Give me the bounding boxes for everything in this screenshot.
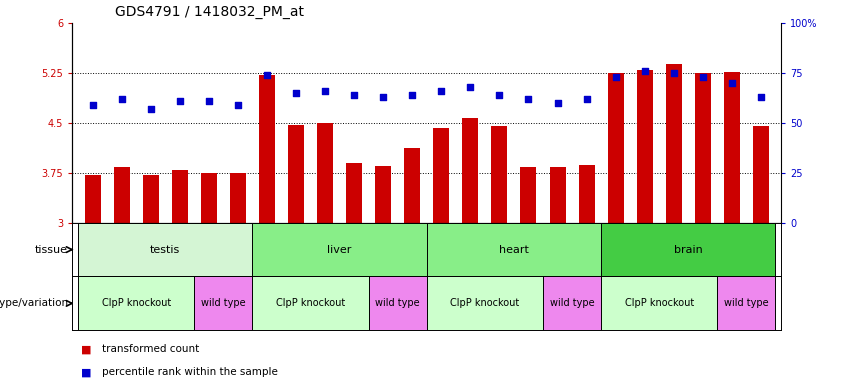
Point [376, 94, 390, 100]
Text: ClpP knockout: ClpP knockout [101, 298, 171, 308]
Point [696, 74, 710, 80]
Text: genotype/variation: genotype/variation [0, 298, 68, 308]
Bar [637, 70, 653, 223]
Bar [114, 167, 129, 223]
Text: wild type: wild type [375, 298, 420, 308]
Bar [462, 118, 478, 223]
Point [405, 92, 419, 98]
Point [580, 96, 593, 102]
Point [435, 88, 448, 94]
Text: testis: testis [150, 245, 180, 255]
Bar [288, 125, 304, 223]
Point [725, 80, 739, 86]
Bar [253, 276, 368, 330]
Point [638, 68, 652, 74]
Text: ClpP knockout: ClpP knockout [450, 298, 519, 308]
Bar [230, 173, 246, 223]
Bar [78, 223, 253, 276]
Bar [427, 223, 601, 276]
Point [608, 74, 622, 80]
Point [667, 70, 681, 76]
Bar [753, 126, 768, 223]
Bar [201, 174, 217, 223]
Bar [404, 148, 420, 223]
Bar [85, 175, 100, 223]
Bar [172, 170, 188, 223]
Bar [433, 128, 449, 223]
Point [493, 92, 506, 98]
Text: tissue: tissue [35, 245, 68, 255]
Text: GDS4791 / 1418032_PM_at: GDS4791 / 1418032_PM_at [115, 5, 304, 19]
Bar [579, 165, 595, 223]
Text: percentile rank within the sample: percentile rank within the sample [102, 367, 278, 377]
Point [347, 92, 361, 98]
Bar [608, 73, 624, 223]
Point [260, 72, 274, 78]
Point [115, 96, 129, 102]
Text: transformed count: transformed count [102, 344, 199, 354]
Text: wild type: wild type [550, 298, 594, 308]
Bar [259, 75, 275, 223]
Text: ClpP knockout: ClpP knockout [276, 298, 346, 308]
Text: wild type: wild type [724, 298, 768, 308]
Bar [143, 175, 159, 223]
Text: heart: heart [499, 245, 528, 255]
Text: liver: liver [328, 245, 351, 255]
Bar [550, 167, 566, 223]
Text: ■: ■ [81, 367, 91, 377]
Bar [78, 276, 194, 330]
Text: ■: ■ [81, 344, 91, 354]
Text: ClpP knockout: ClpP knockout [625, 298, 694, 308]
Bar [601, 223, 775, 276]
Point [289, 90, 303, 96]
Bar [521, 167, 536, 223]
Bar [491, 126, 507, 223]
Point [551, 100, 564, 106]
Bar [665, 64, 682, 223]
Point [522, 96, 535, 102]
Bar [253, 223, 427, 276]
Bar [724, 72, 740, 223]
Text: wild type: wild type [201, 298, 246, 308]
Point [86, 102, 100, 108]
Bar [368, 276, 426, 330]
Point [173, 98, 186, 104]
Bar [694, 73, 711, 223]
Bar [717, 276, 775, 330]
Bar [427, 276, 543, 330]
Text: brain: brain [674, 245, 703, 255]
Bar [601, 276, 717, 330]
Point [144, 106, 157, 112]
Bar [543, 276, 601, 330]
Bar [375, 166, 391, 223]
Bar [317, 123, 333, 223]
Bar [346, 163, 363, 223]
Point [754, 94, 768, 100]
Point [318, 88, 332, 94]
Point [231, 102, 245, 108]
Bar [194, 276, 253, 330]
Point [464, 84, 477, 90]
Point [202, 98, 215, 104]
